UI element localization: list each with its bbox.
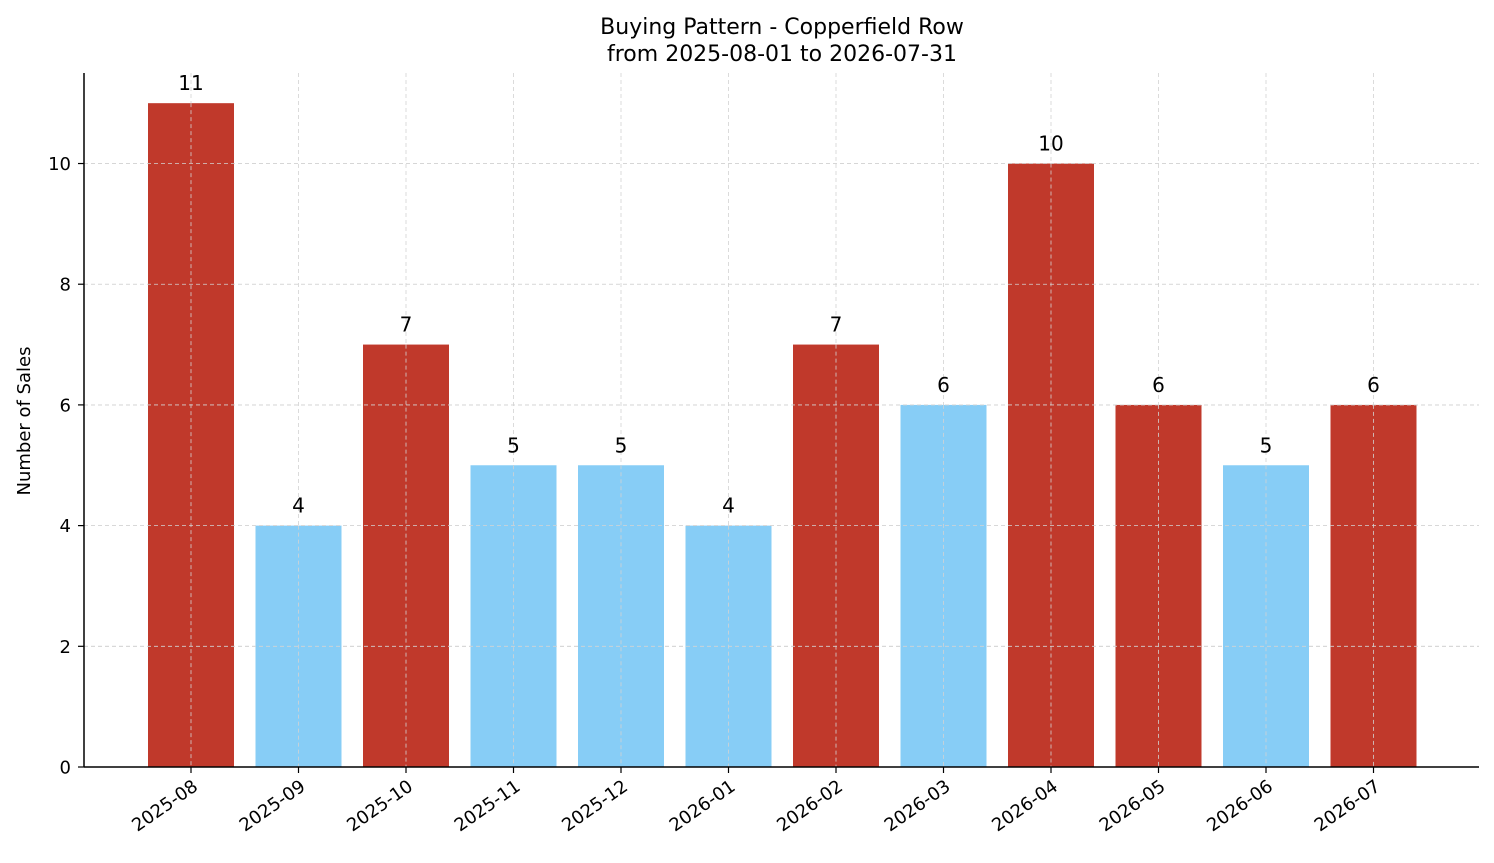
y-axis-label: Number of Sales: [14, 346, 35, 495]
chart-title-line1: Buying Pattern - Copperfield Row: [600, 15, 964, 40]
data-labels: 11 4 7 5 5 4 7 6 10 6 5 6: [84, 71, 1479, 767]
x-tick-label: 2025-09: [236, 776, 310, 836]
data-label: 6: [1152, 373, 1165, 397]
data-label: 7: [400, 313, 413, 337]
data-label: 4: [722, 494, 735, 518]
x-tick-label: 2025-08: [128, 776, 202, 836]
data-label: 5: [507, 433, 520, 457]
data-label: 5: [1260, 433, 1273, 457]
x-tick-label: 2026-04: [988, 776, 1062, 836]
x-tick-label: 2025-11: [451, 776, 525, 836]
x-tick-label: 2025-12: [558, 776, 632, 836]
data-label: 5: [615, 433, 628, 457]
y-tick-label: 8: [60, 275, 71, 296]
y-tick-label: 2: [60, 637, 71, 658]
y-tick-label: 6: [60, 395, 71, 416]
x-tick-label: 2026-06: [1203, 776, 1277, 836]
data-label: 6: [937, 373, 950, 397]
y-tick-label: 10: [48, 154, 71, 175]
data-label: 10: [1038, 132, 1063, 156]
x-tick-label: 2026-03: [881, 776, 955, 836]
bar-2026-07: [1330, 404, 1417, 767]
x-tick-label: 2025-10: [343, 776, 417, 836]
chart-title-line2: from 2025-08-01 to 2026-07-31: [607, 42, 957, 67]
x-tick-label: 2026-07: [1311, 776, 1385, 836]
y-tick-label: 4: [60, 516, 71, 537]
bar-2026-03: [900, 404, 987, 767]
data-label: 6: [1367, 373, 1380, 397]
data-label: 4: [292, 494, 305, 518]
data-label: 7: [830, 313, 843, 337]
bars: [148, 103, 1417, 768]
bar-2026-05: [1115, 404, 1202, 767]
data-label: 11: [178, 71, 203, 95]
y-tick-label: 0: [60, 758, 71, 779]
x-tick-label: 2026-01: [666, 776, 740, 836]
x-tick-label: 2026-02: [773, 776, 847, 836]
x-tick-label: 2026-05: [1096, 776, 1170, 836]
